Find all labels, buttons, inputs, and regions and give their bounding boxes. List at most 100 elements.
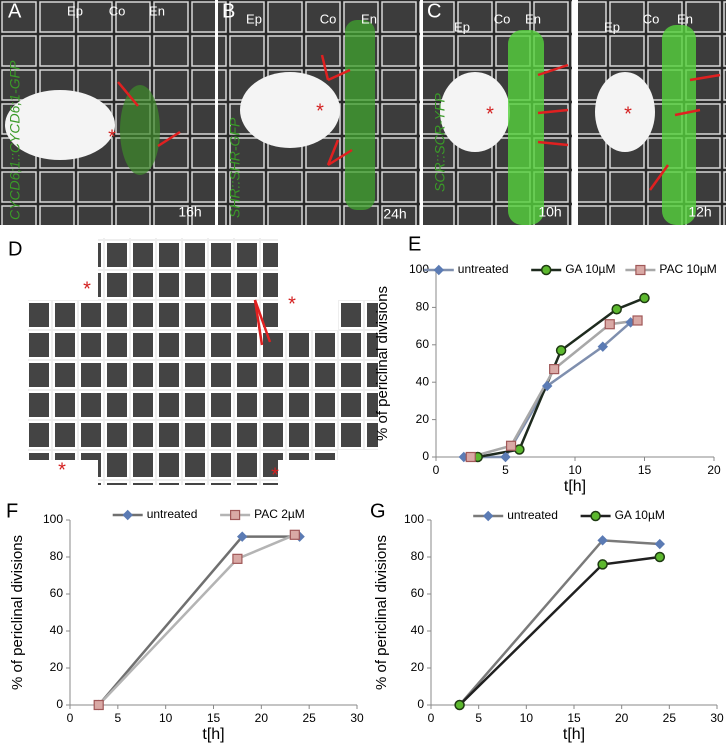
layer-label: Co — [643, 11, 660, 26]
x-tick-label: 25 — [663, 711, 677, 725]
layer-label: Ep — [454, 19, 470, 34]
micrograph-c2: Ep Co En 12h * — [578, 0, 726, 225]
asterisk: * — [58, 459, 66, 481]
panel-letter: A — [8, 0, 22, 22]
asterisk: * — [288, 293, 296, 315]
marker — [597, 559, 608, 570]
time-label: 24h — [383, 206, 406, 222]
marker — [505, 440, 517, 451]
layer-label: En — [361, 11, 377, 26]
legend-marker — [122, 509, 133, 521]
marker — [597, 341, 609, 352]
layer-label: En — [149, 3, 165, 18]
panel-letter: B — [222, 0, 235, 22]
panel-letter: F — [6, 500, 18, 522]
x-tick-label: 30 — [710, 711, 724, 725]
legend-marker — [635, 264, 646, 276]
legend-marker — [230, 509, 241, 521]
marker — [597, 535, 608, 546]
x-tick-label: 25 — [302, 711, 316, 725]
marker — [604, 319, 615, 330]
time-label: 10h — [538, 204, 561, 220]
layer-label: En — [525, 11, 541, 26]
y-tick-label: 60 — [50, 586, 64, 600]
y-tick-label: 80 — [411, 549, 425, 563]
genotype-label: SHR::SHR-GFP — [227, 117, 243, 218]
asterisk: * — [83, 278, 91, 300]
x-tick-label: 0 — [67, 711, 74, 725]
y-tick-label: 60 — [411, 586, 425, 600]
x-tick-label: 10 — [159, 711, 173, 725]
y-tick-label: 100 — [404, 512, 424, 526]
time-label: 16h — [178, 204, 201, 220]
legend-marker — [540, 264, 552, 276]
marker — [549, 364, 560, 375]
y-tick-label: 80 — [416, 300, 430, 314]
x-tick-label: 20 — [255, 711, 269, 725]
x-tick-label: 5 — [114, 711, 121, 725]
layer-label: Ep — [246, 11, 262, 26]
layer-label: En — [677, 11, 693, 26]
legend-label: untreated — [507, 508, 558, 522]
marker — [654, 551, 666, 563]
time-label: 12h — [688, 204, 711, 220]
panel-letter: D — [8, 238, 22, 260]
asterisk: * — [108, 126, 116, 148]
marker — [654, 538, 666, 550]
marker — [289, 529, 300, 540]
y-axis-title: % of periclinal divisions — [373, 535, 390, 690]
marker — [236, 531, 248, 542]
asterisk: * — [271, 464, 279, 486]
y-tick-label: 80 — [50, 549, 64, 563]
legend-label: PAC 10µM — [659, 262, 716, 276]
legend-label: GA 10µM — [565, 262, 615, 276]
marker — [500, 451, 511, 463]
x-tick-label: 0 — [433, 463, 440, 477]
y-tick-label: 40 — [50, 623, 64, 637]
y-tick-label: 20 — [416, 412, 430, 426]
series-line — [97, 533, 296, 706]
micrograph-a: Ep Co En 16h * A CYCD6;1::CYCD6;1-GFP — [0, 0, 215, 225]
panel-letter: E — [408, 233, 421, 255]
marker — [632, 315, 643, 326]
asterisk: * — [316, 100, 324, 122]
marker — [514, 444, 525, 455]
micrograph-d: D * * * * — [8, 238, 395, 486]
layer-label: Ep — [67, 3, 83, 18]
x-axis-title: t[h] — [202, 726, 224, 743]
marker — [465, 451, 476, 463]
marker — [454, 699, 465, 711]
y-tick-label: 40 — [416, 374, 430, 388]
y-axis-title: % of periclinal divisions — [374, 286, 391, 441]
genotype-label: CYCD6;1::CYCD6;1-GFP — [7, 60, 23, 220]
y-tick-label: 0 — [56, 697, 63, 711]
y-tick-label: 40 — [411, 623, 425, 637]
marker — [232, 553, 243, 564]
layer-label: Co — [320, 11, 337, 26]
x-tick-label: 10 — [520, 711, 534, 725]
legend-label: GA 10µM — [615, 508, 665, 522]
legend-label: untreated — [147, 507, 198, 521]
y-tick-label: 100 — [43, 512, 63, 526]
legend-marker — [433, 264, 445, 276]
y-tick-label: 20 — [411, 660, 425, 674]
y-tick-label: 60 — [416, 337, 430, 351]
x-tick-label: 5 — [475, 711, 482, 725]
x-tick-label: 15 — [567, 711, 581, 725]
series-line — [470, 319, 638, 459]
panel-letter: C — [427, 0, 441, 22]
marker — [541, 380, 553, 392]
x-tick-label: 15 — [638, 463, 652, 477]
x-tick-label: 20 — [615, 711, 629, 725]
x-tick-label: 5 — [502, 463, 509, 477]
marker — [93, 699, 104, 711]
x-axis-title: t[h] — [564, 478, 586, 495]
layer-label: Co — [109, 3, 126, 18]
y-tick-label: 20 — [50, 660, 64, 674]
x-axis-title: t[h] — [563, 726, 585, 743]
panel-letter: G — [370, 500, 386, 522]
series-line — [458, 555, 660, 706]
y-tick-label: 0 — [417, 697, 424, 711]
legend-marker — [590, 510, 601, 522]
